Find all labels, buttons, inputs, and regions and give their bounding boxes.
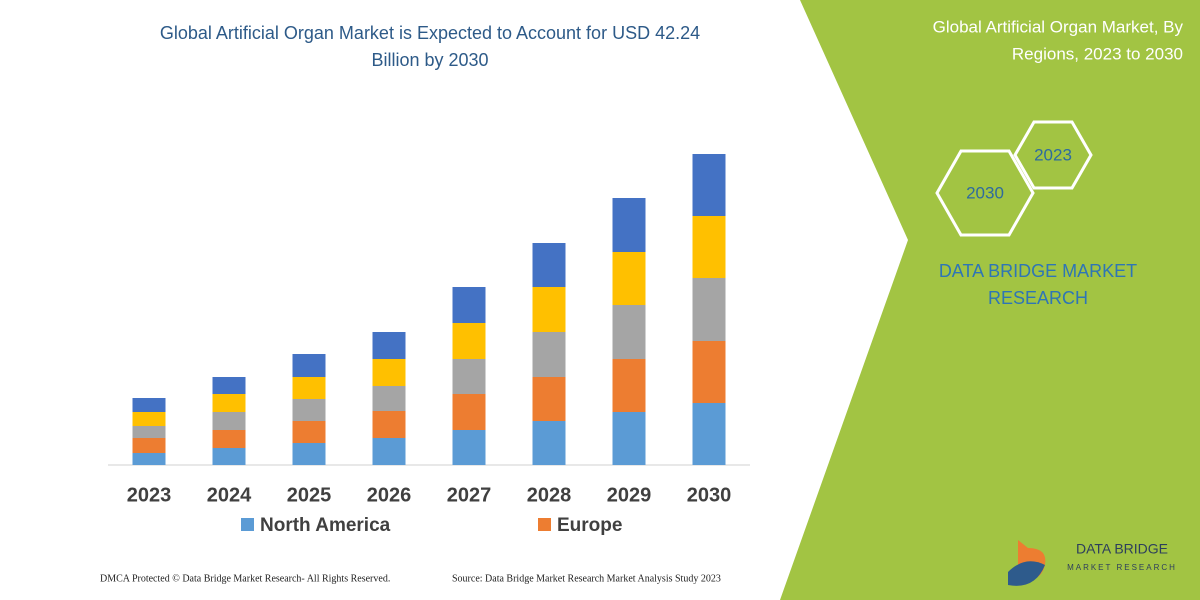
legend-swatch [241, 518, 254, 531]
logo-tagline: MARKET RESEARCH [1067, 563, 1177, 572]
bar-segment [132, 412, 166, 426]
hexagon-label: 2023 [1034, 145, 1072, 164]
legend-label: Europe [557, 515, 622, 536]
bar-segment [692, 341, 726, 403]
green-panel [780, 0, 1200, 600]
panel-title-line1: Global Artificial Organ Market, By [933, 17, 1184, 36]
bar-segment [132, 438, 166, 453]
logo-icon [1008, 561, 1045, 586]
bar-segment [452, 323, 486, 359]
bar-segment [372, 438, 406, 465]
brand-line1: DATA BRIDGE MARKET [939, 261, 1137, 281]
bar-segment [212, 430, 246, 448]
bar-segment [532, 377, 566, 421]
bar-segment [212, 394, 246, 412]
x-tick-label: 2023 [127, 484, 172, 506]
bar-segment [612, 412, 646, 465]
x-tick-label: 2029 [607, 484, 652, 506]
hexagon [1013, 120, 1093, 190]
bar-segment [692, 278, 726, 341]
bar-segment [612, 305, 646, 359]
bar-segment [692, 216, 726, 278]
chart-title-line2: Billion by 2030 [371, 50, 488, 70]
bar-segment [212, 377, 246, 394]
hexagon [935, 149, 1035, 237]
x-tick-label: 2030 [687, 484, 732, 506]
footer-right: Source: Data Bridge Market Research Mark… [452, 573, 721, 584]
panel-title-line2: Regions, 2023 to 2030 [1012, 44, 1183, 63]
legend-label: North America [260, 515, 391, 536]
bar-segment [452, 430, 486, 465]
x-tick-label: 2026 [367, 484, 412, 506]
bar-segment [452, 394, 486, 430]
bar-segment [692, 403, 726, 465]
bar-segment [612, 252, 646, 305]
bar-segment [692, 154, 726, 216]
bar-segment [212, 448, 246, 465]
bar-segment [372, 332, 406, 359]
x-tick-label: 2024 [207, 484, 252, 506]
footer-left: DMCA Protected © Data Bridge Market Rese… [100, 573, 390, 584]
bar-segment [372, 386, 406, 411]
bar-segment [292, 399, 326, 421]
legend-swatch [538, 518, 551, 531]
x-tick-label: 2025 [287, 484, 332, 506]
hexagon-label: 2030 [966, 183, 1004, 202]
bar-segment [532, 421, 566, 465]
bar-segment [292, 354, 326, 377]
bar-segment [292, 443, 326, 465]
logo-name: DATA BRIDGE [1076, 541, 1168, 557]
bar-segment [372, 411, 406, 438]
bar-segment [532, 243, 566, 287]
bar-segment [132, 426, 166, 438]
bar-segment [452, 287, 486, 323]
x-tick-label: 2028 [527, 484, 572, 506]
bar-segment [372, 359, 406, 386]
bar-segment [292, 377, 326, 399]
bar-segment [612, 198, 646, 252]
brand-line2: RESEARCH [988, 288, 1088, 308]
bar-segment [212, 412, 246, 430]
chart-title-line1: Global Artificial Organ Market is Expect… [160, 23, 700, 43]
bar-segment [532, 332, 566, 377]
bar-segment [132, 398, 166, 412]
bar-segment [532, 287, 566, 332]
bar-segment [132, 453, 166, 465]
bar-segment [452, 359, 486, 394]
bar-segment [292, 421, 326, 443]
x-tick-label: 2027 [447, 484, 492, 506]
bar-segment [612, 359, 646, 412]
